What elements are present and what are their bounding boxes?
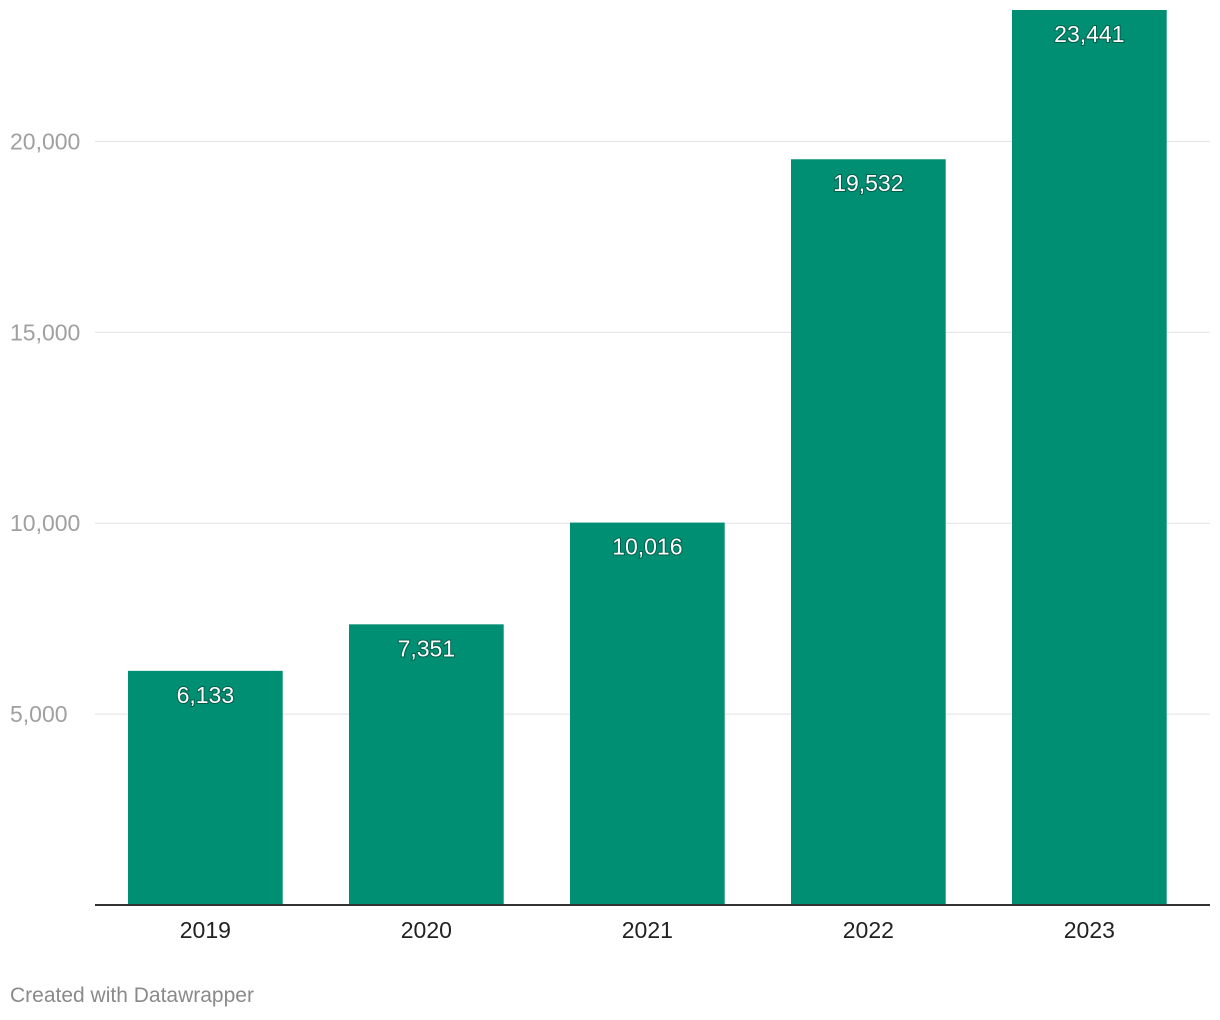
x-tick-label: 2020 [401, 917, 452, 943]
bar-2020 [349, 624, 504, 905]
bar-value-labels: 6,133 7,351 10,016 19,532 23,441 [176, 20, 1126, 709]
x-tick-label: 2019 [180, 917, 231, 943]
bar-value-label: 6,133 [177, 682, 235, 708]
bar-2023 [1012, 10, 1167, 905]
datawrapper-credit: Created with Datawrapper [10, 984, 254, 1007]
bar-2022 [791, 159, 946, 905]
y-tick-label: 10,000 [10, 510, 80, 536]
bar-value-label: 7,351 [398, 635, 456, 661]
bar-2019 [128, 670, 283, 905]
x-tick-label: 2021 [622, 917, 673, 943]
y-tick-label: 20,000 [10, 128, 80, 154]
bars [128, 10, 1167, 905]
x-axis-ticks: 2019 2020 2021 2022 2023 [180, 917, 1115, 943]
bar-value-label: 19,532 [833, 170, 903, 196]
y-axis-ticks: 5,000 10,000 15,000 20,000 [10, 128, 80, 727]
y-tick-label: 5,000 [10, 701, 68, 727]
bar-2021 [570, 522, 725, 905]
bar-value-label: 23,441 [1054, 21, 1124, 47]
bar-value-label: 10,016 [612, 534, 682, 560]
y-tick-label: 15,000 [10, 319, 80, 345]
x-tick-label: 2023 [1064, 917, 1115, 943]
x-tick-label: 2022 [843, 917, 894, 943]
